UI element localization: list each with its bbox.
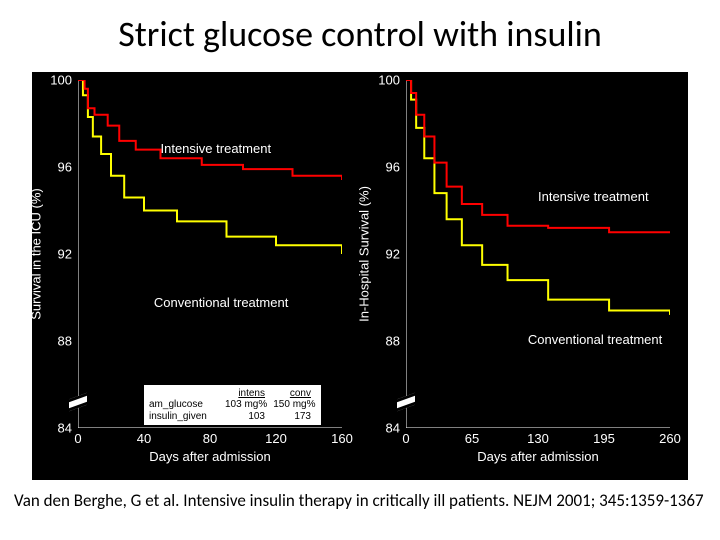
series-label: Intensive treatment xyxy=(538,189,649,204)
left-plot: Survival in the ICU (%) Days after admis… xyxy=(78,80,342,428)
right-plot: In-Hospital Survival (%) Days after admi… xyxy=(406,80,670,428)
y-tick: 96 xyxy=(376,160,400,175)
right-panel: In-Hospital Survival (%) Days after admi… xyxy=(360,72,688,480)
y-tick: 96 xyxy=(48,160,72,175)
left-panel: Survival in the ICU (%) Days after admis… xyxy=(32,72,360,480)
left-svg xyxy=(78,80,342,428)
right-y-label: In-Hospital Survival (%) xyxy=(357,186,372,322)
x-tick: 40 xyxy=(137,431,151,446)
page-title: Strict glucose control with insulin xyxy=(0,12,720,56)
chart-area: Survival in the ICU (%) Days after admis… xyxy=(32,72,688,480)
right-x-label: Days after admission xyxy=(406,449,670,464)
x-tick: 0 xyxy=(402,431,409,446)
x-tick: 120 xyxy=(265,431,287,446)
right-svg xyxy=(406,80,670,428)
x-tick: 260 xyxy=(659,431,681,446)
x-tick: 65 xyxy=(465,431,479,446)
x-tick: 0 xyxy=(74,431,81,446)
axis-break-icon xyxy=(69,396,87,408)
y-tick: 100 xyxy=(376,73,400,88)
x-tick: 130 xyxy=(527,431,549,446)
citation: Van den Berghe, G et al. Intensive insul… xyxy=(14,490,704,511)
x-tick: 80 xyxy=(203,431,217,446)
left-y-label: Survival in the ICU (%) xyxy=(29,188,44,319)
x-tick: 195 xyxy=(593,431,615,446)
info-table: intensconvam_glucose103 mg%150 mg%insuli… xyxy=(144,385,321,426)
y-tick: 92 xyxy=(376,247,400,262)
y-tick: 88 xyxy=(48,334,72,349)
series-label: Conventional treatment xyxy=(528,332,662,347)
y-tick: 88 xyxy=(376,334,400,349)
x-tick: 160 xyxy=(331,431,353,446)
y-tick: 84 xyxy=(48,421,72,436)
series-label: Intensive treatment xyxy=(161,141,272,156)
left-x-label: Days after admission xyxy=(78,449,342,464)
y-tick: 84 xyxy=(376,421,400,436)
axis-break-icon xyxy=(397,396,415,408)
y-tick: 100 xyxy=(48,73,72,88)
slide: Strict glucose control with insulin Surv… xyxy=(0,0,720,540)
series-label: Conventional treatment xyxy=(154,295,288,310)
y-tick: 92 xyxy=(48,247,72,262)
